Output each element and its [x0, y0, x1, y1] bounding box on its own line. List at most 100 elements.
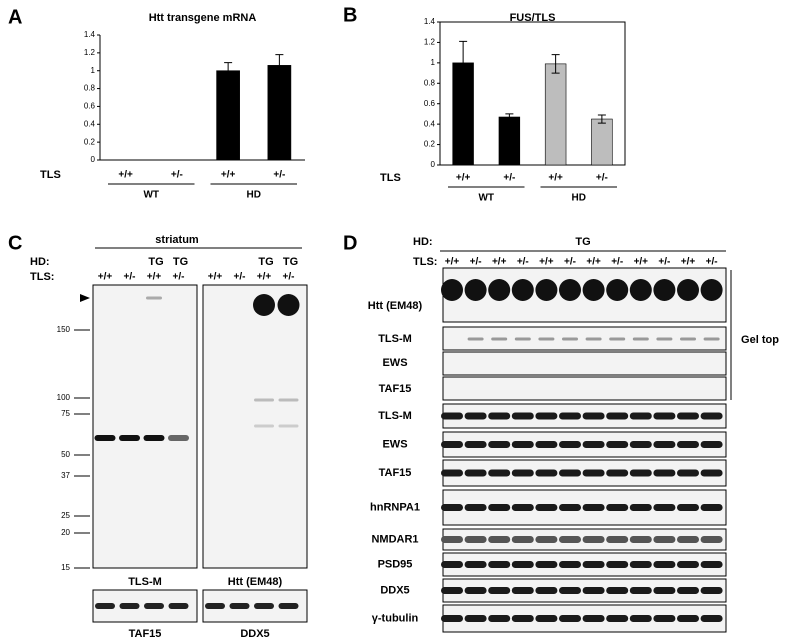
lane-label: +/+ [492, 257, 507, 268]
band [606, 536, 629, 543]
blot [442, 376, 727, 401]
y-tick-label: 1.2 [424, 38, 436, 47]
lane-label: +/+ [147, 272, 162, 283]
band [582, 587, 605, 594]
band [700, 441, 723, 448]
error-bar [551, 54, 560, 74]
blot-label: TAF15 [379, 467, 412, 479]
band [146, 296, 162, 300]
y-tick-label: 0.8 [424, 78, 436, 87]
band [535, 587, 558, 594]
row-label: TLS [380, 172, 401, 184]
band [511, 412, 534, 420]
chart-title: Htt transgene mRNA [149, 12, 257, 24]
plot-frame [439, 21, 626, 166]
band [441, 412, 463, 420]
lane-label: +/+ [586, 257, 601, 268]
band [144, 603, 164, 609]
band [677, 279, 699, 301]
y-tick-label: 0.8 [84, 84, 96, 93]
blot [92, 284, 198, 569]
group-label: WT [143, 190, 159, 201]
band [629, 536, 652, 543]
lane-label: +/+ [634, 257, 649, 268]
y-tick-label: 1.4 [84, 30, 96, 39]
band [464, 504, 487, 511]
band [535, 504, 558, 511]
band [606, 441, 629, 448]
hd-label: HD: [30, 256, 50, 268]
band [441, 279, 463, 301]
mw-marker: 150 [57, 325, 71, 334]
bar [267, 65, 292, 161]
band [277, 294, 300, 316]
lane-label: TG [173, 256, 188, 268]
mw-marker: 25 [61, 511, 70, 520]
band [168, 603, 189, 609]
band [606, 412, 629, 420]
blot-label: γ-tubulin [372, 612, 419, 624]
band [441, 615, 463, 622]
band [488, 587, 511, 594]
lane-label: +/- [283, 272, 295, 283]
band [441, 587, 463, 594]
band [559, 615, 581, 622]
band [582, 469, 605, 477]
hd-group: TG [575, 236, 590, 248]
band [582, 279, 605, 301]
band [511, 536, 534, 543]
band [582, 615, 605, 622]
band [464, 441, 487, 448]
y-tick-label: 1 [431, 58, 436, 67]
band [653, 469, 676, 477]
lane-label: +/- [611, 257, 623, 268]
band [653, 536, 676, 543]
band [582, 504, 605, 511]
band [653, 561, 676, 568]
bar [544, 63, 567, 166]
band [441, 561, 463, 568]
hd-label: HD: [413, 236, 433, 248]
y-tick-label: 0.4 [84, 119, 96, 128]
blot-label: EWS [382, 438, 407, 450]
lane-label: +/+ [98, 272, 113, 283]
panel-label: A [8, 6, 22, 28]
y-tick-label: 0 [91, 155, 96, 164]
band [700, 279, 723, 301]
blot-label: DDX5 [380, 584, 409, 596]
band [559, 587, 581, 594]
y-tick-label: 1 [91, 66, 96, 75]
band [582, 561, 605, 568]
band [538, 337, 555, 341]
blot-label: TAF15 [129, 628, 162, 640]
band [488, 412, 511, 420]
blot-label: PSD95 [378, 558, 413, 570]
mw-marker: 37 [61, 471, 70, 480]
mw-marker: 75 [61, 409, 70, 418]
band [703, 337, 720, 341]
band [254, 603, 274, 609]
band [254, 424, 274, 428]
x-tick-label: +/+ [118, 170, 133, 181]
band [464, 536, 487, 543]
band [629, 279, 652, 301]
band [653, 615, 676, 622]
band [514, 337, 531, 341]
mw-marker: 100 [57, 393, 71, 402]
band [559, 536, 581, 543]
bar [591, 118, 613, 166]
band [629, 561, 652, 568]
band [629, 412, 652, 420]
band [700, 615, 723, 622]
lane-label: +/- [234, 272, 246, 283]
band [609, 337, 626, 341]
lane-label: +/- [124, 272, 136, 283]
band [511, 279, 534, 301]
y-tick-label: 0 [431, 160, 436, 169]
band [511, 615, 534, 622]
tls-label: TLS: [30, 271, 54, 283]
blot [442, 351, 727, 376]
band [488, 561, 511, 568]
blot-label: TLS-M [128, 576, 162, 588]
blot-label: Htt (EM48) [228, 576, 283, 588]
